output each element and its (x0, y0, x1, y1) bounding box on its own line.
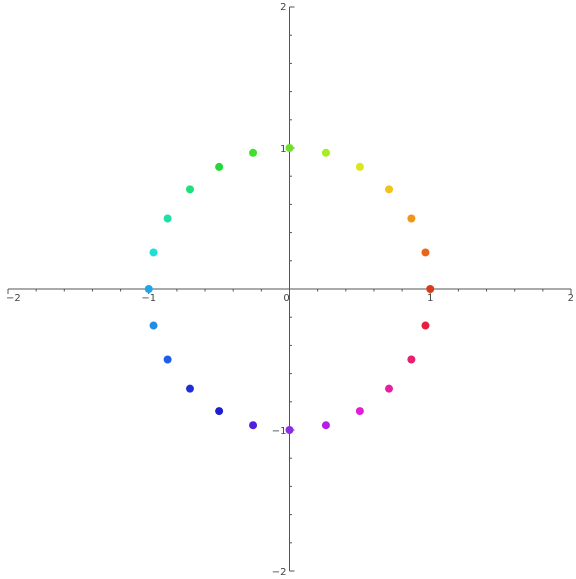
scatter-point (285, 144, 294, 152)
scatter-point (249, 421, 258, 430)
scatter-point (144, 285, 153, 293)
x-tick-label: 1 (427, 293, 433, 304)
scatter-point (185, 384, 194, 393)
scatter-point (426, 285, 435, 293)
scatter-point (321, 148, 330, 157)
scatter-point (321, 421, 330, 430)
x-tick-label: −2 (6, 293, 21, 304)
scatter-point (355, 407, 364, 416)
y-tick-label: 2 (280, 2, 286, 13)
scatter-point (355, 162, 364, 171)
tick-labels: −2 −1 1 2 0 −2 −1 1 2 (6, 2, 574, 578)
x-tick-label: 2 (568, 293, 574, 304)
x-tick-label-origin: 0 (283, 293, 289, 304)
scatter-point (421, 321, 430, 330)
y-tick-label: 1 (280, 144, 286, 155)
y-tick-label: −1 (272, 426, 287, 437)
scatter-point (385, 384, 394, 393)
scatter-point (185, 185, 194, 194)
data-points (144, 144, 435, 434)
scatter-point (407, 214, 416, 223)
scatter-point (407, 355, 416, 364)
scatter-point (215, 162, 224, 171)
x-tick-label: −1 (141, 293, 156, 304)
scatter-point (163, 214, 172, 223)
scatter-point (285, 426, 294, 434)
scatter-point (149, 321, 158, 330)
axis-ticks (7, 6, 572, 572)
scatter-point (149, 248, 158, 257)
scatter-point (385, 185, 394, 194)
scatter-point (163, 355, 172, 364)
scatter-point (421, 248, 430, 257)
y-tick-label: −2 (272, 567, 287, 578)
scatter-point (215, 407, 224, 416)
scatter-point (249, 148, 258, 157)
